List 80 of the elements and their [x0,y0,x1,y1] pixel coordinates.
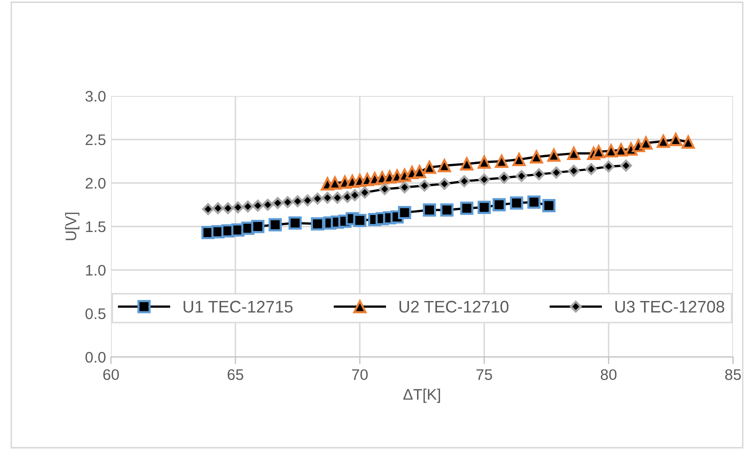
point [302,194,314,206]
point [592,145,606,158]
point [512,152,526,166]
point [478,200,491,214]
point [438,178,450,190]
y-tick-label: 0.5 [86,308,106,320]
point [460,157,474,170]
point [262,198,274,211]
point [282,196,294,208]
point [510,196,524,210]
point [614,143,628,157]
x-tick-label: 60 [103,369,119,380]
point [348,189,361,202]
point [222,202,234,214]
point [604,144,618,158]
point [422,203,436,217]
point [358,186,371,199]
y-tick-label: 0.0 [86,352,106,363]
point [398,206,412,220]
point [530,150,544,164]
point [478,156,491,169]
y-tick-label: 1.5 [86,222,106,232]
point [460,202,474,215]
point [398,181,411,194]
point [602,160,615,172]
y-tick-label: 3.0 [85,90,106,102]
legend-label: U2 TEC-12710 [400,300,508,313]
point [669,132,682,146]
point [251,220,264,234]
point [418,180,430,192]
y-axis-title: U[V] [65,212,80,240]
point [412,165,426,178]
point [378,183,391,196]
point [438,159,451,172]
point [310,217,324,230]
point [272,197,284,209]
point [252,200,264,212]
point [288,216,302,230]
point [328,176,342,190]
point [440,203,454,217]
point [620,160,632,172]
y-tick-label: 2.0 [86,178,106,189]
point [322,192,334,204]
point [527,196,541,209]
point [516,170,528,182]
point [202,203,214,216]
x-axis-title: ΔT[K] [403,388,440,403]
point [268,218,282,232]
point [458,175,470,188]
point [492,198,506,212]
y-tick-label: 1.0 [86,264,106,276]
point [585,163,598,176]
point [478,174,490,186]
point [242,200,254,212]
point [422,160,436,174]
x-tick-label: 75 [476,369,492,380]
point [292,195,304,208]
point [232,201,244,214]
point [547,148,560,162]
point [212,202,224,214]
point [331,192,344,204]
point [639,136,653,150]
point [568,164,580,177]
point [542,199,556,212]
point [495,154,508,168]
point [532,168,545,180]
x-tick-label: 85 [725,369,741,380]
point [498,172,510,184]
point [656,134,670,148]
legend-label: U3 TEC-12708 [615,300,724,313]
point [353,214,366,228]
point [567,146,580,160]
point [550,166,562,179]
legend-label: U1 TEC-12715 [184,300,293,313]
x-tick-label: 80 [600,369,616,380]
x-tick-label: 65 [228,369,244,380]
point [312,192,324,205]
x-tick-label: 70 [352,369,368,380]
point [682,136,695,149]
y-tick-label: 2.5 [86,134,106,146]
